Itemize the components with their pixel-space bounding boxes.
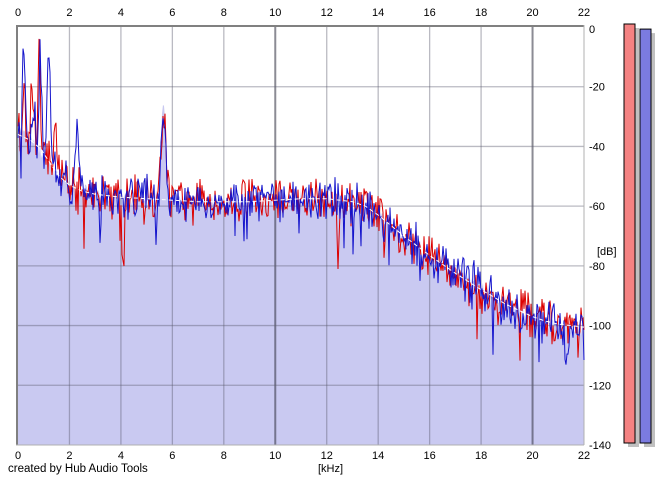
meter-blue-bar	[639, 28, 652, 444]
x-tick-label-bottom: 16	[424, 450, 436, 462]
y-tick-label: -100	[589, 321, 611, 333]
average-dashed-line	[17, 134, 585, 328]
average-line-polyline	[17, 134, 585, 328]
x-tick-label-top: 22	[578, 7, 590, 19]
x-tick-label-bottom: 12	[321, 450, 333, 462]
x-tick-label-top: 6	[169, 7, 175, 19]
x-tick-label-top: 4	[118, 7, 124, 19]
x-tick-label-top: 12	[321, 7, 333, 19]
x-tick-label-bottom: 8	[221, 450, 227, 462]
x-tick-label-bottom: 6	[169, 450, 175, 462]
x-tick-label-top: 16	[424, 7, 436, 19]
x-axis-top-labels: 0 2 4 6 8 10 12 14 16 18 20 22	[15, 7, 590, 19]
level-meters	[623, 23, 655, 447]
plot-border	[16, 25, 585, 446]
x-tick-label-bottom: 2	[66, 450, 72, 462]
x-tick-label-bottom: 20	[526, 450, 538, 462]
blue-trace-polyline	[17, 39, 585, 365]
y-tick-label: -40	[589, 141, 605, 153]
blue-spectrum-trace	[17, 39, 585, 365]
x-tick-label-top: 14	[372, 7, 384, 19]
y-axis-labels: 0 -20 -40 -60 -80 -100 -120 -140	[589, 24, 611, 452]
x-tick-label-top: 10	[269, 7, 281, 19]
x-tick-label-top: 20	[526, 7, 538, 19]
fill-area	[18, 104, 584, 446]
y-tick-label: -80	[589, 261, 605, 273]
x-tick-label-bottom: 4	[118, 450, 124, 462]
y-tick-label: -20	[589, 82, 605, 94]
x-tick-label-bottom: 18	[475, 450, 487, 462]
x-axis-bottom-labels: 0 2 4 6 8 10 12 14 16 18 20 22	[15, 450, 590, 462]
x-tick-label-top: 18	[475, 7, 487, 19]
y-axis-unit-label: [dB]	[597, 246, 617, 258]
x-tick-label-top: 2	[66, 7, 72, 19]
x-tick-label-top: 8	[221, 7, 227, 19]
footer-credit: created by Hub Audio Tools	[8, 463, 148, 475]
x-tick-label-top: 0	[15, 7, 21, 19]
x-tick-label-bottom: 10	[269, 450, 281, 462]
x-tick-label-bottom: 14	[372, 450, 384, 462]
grid-layer	[18, 27, 584, 445]
x-tick-label-bottom: 0	[15, 450, 21, 462]
y-tick-label: -120	[589, 380, 611, 392]
meter-red-bar	[623, 23, 636, 444]
y-tick-label: 0	[589, 24, 595, 36]
x-axis-unit-label: [kHz]	[318, 463, 343, 475]
average-fill-polygon	[18, 104, 584, 446]
y-tick-label: -60	[589, 201, 605, 213]
x-tick-label-bottom: 22	[578, 450, 590, 462]
y-tick-label: -140	[589, 440, 611, 452]
